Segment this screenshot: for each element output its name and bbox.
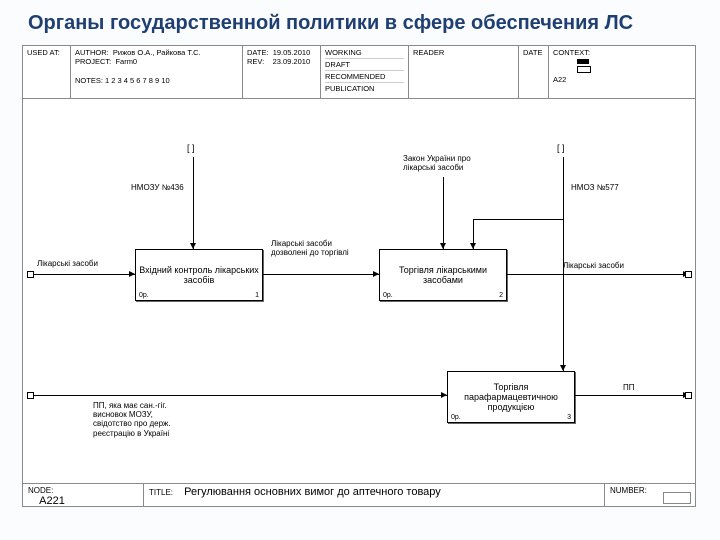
diagram-header: USED AT: AUTHOR: Рижов О.А., Райкова Т.С… [23, 46, 695, 99]
ftr-title-value: Регулювання основних вимог до аптечного … [184, 486, 441, 498]
date-label: DATE: [247, 48, 269, 57]
box2-label: Торгівля лікарськими засобами [382, 265, 504, 285]
label-top-control: Закон України про лікарські засоби [403, 154, 503, 172]
rev-label: REV: [247, 57, 264, 66]
context-code: A22 [553, 75, 691, 84]
notes-label: NOTES: 1 2 3 4 5 6 7 8 9 10 [75, 76, 238, 85]
context-marker-icon [577, 59, 589, 64]
node-label: NODE: [28, 486, 53, 495]
reader-label: READER [413, 48, 444, 57]
tunnel-icon [27, 271, 34, 278]
node-value: A221 [39, 495, 65, 507]
tunnel-icon [27, 392, 34, 399]
label-nmozu1: НМОЗУ №436 [131, 183, 184, 192]
author-value: Рижов О.А., Райкова Т.С. [113, 48, 201, 57]
context-label: CONTEXT: [553, 48, 691, 57]
box2-idx: 2 [499, 292, 503, 299]
hdr-date-label: DATE [523, 48, 542, 57]
rev-value: 23.09.2010 [273, 57, 311, 66]
idef0-diagram: USED AT: AUTHOR: Рижов О.А., Райкова Т.С… [22, 45, 696, 507]
ftr-title-label: TITLE: [149, 488, 173, 497]
label-nmoz2: НМОЗ №577 [571, 183, 619, 192]
project-label: PROJECT: [75, 57, 111, 66]
project-value: Farm0 [115, 57, 137, 66]
number-label: NUMBER: [610, 486, 647, 495]
box3-num: 0р. [451, 414, 461, 421]
context-box-icon [577, 66, 591, 73]
bracket-icon: [ ] [187, 143, 195, 153]
label-mid: Лікарські засоби дозволені до торгівлі [271, 239, 361, 257]
status-draft: DRAFT [325, 60, 404, 71]
box1-label: Вхідний контроль лікарських засобів [138, 265, 260, 285]
tunnel-icon [685, 392, 692, 399]
label-input-1: Лікарські засоби [37, 259, 98, 268]
tunnel-icon [685, 271, 692, 278]
diagram-footer: NODE: A221 TITLE: Регулювання основних в… [23, 483, 695, 507]
activity-box-1: Вхідний контроль лікарських засобів 0р. … [135, 249, 263, 301]
box2-num: 0р. [383, 292, 393, 299]
author-label: AUTHOR: [75, 48, 109, 57]
used-at-label: USED AT: [27, 48, 60, 57]
status-recommended: RECOMMENDED [325, 72, 404, 83]
status-working: WORKING [325, 48, 404, 59]
box3-label: Торгівля парафармацевтичною продукцією [450, 382, 572, 412]
label-pp-text: ПП, яка має сан.-гіг. висновок МОЗУ, сві… [93, 401, 193, 438]
label-output-1: Лікарські засоби [563, 261, 624, 270]
activity-box-2: Торгівля лікарськими засобами 0р. 2 [379, 249, 507, 301]
label-pp: ПП [623, 383, 635, 392]
status-publication: PUBLICATION [325, 84, 404, 93]
activity-box-3: Торгівля парафармацевтичною продукцією 0… [447, 371, 575, 423]
box1-idx: 1 [255, 292, 259, 299]
diagram-body: Вхідний контроль лікарських засобів 0р. … [23, 99, 695, 483]
box1-num: 0р. [139, 292, 149, 299]
slide-title: Органы государственной политики в сфере … [0, 0, 720, 39]
bracket-icon: [ ] [557, 143, 565, 153]
date-value: 19.05.2010 [273, 48, 311, 57]
box3-idx: 3 [567, 414, 571, 421]
